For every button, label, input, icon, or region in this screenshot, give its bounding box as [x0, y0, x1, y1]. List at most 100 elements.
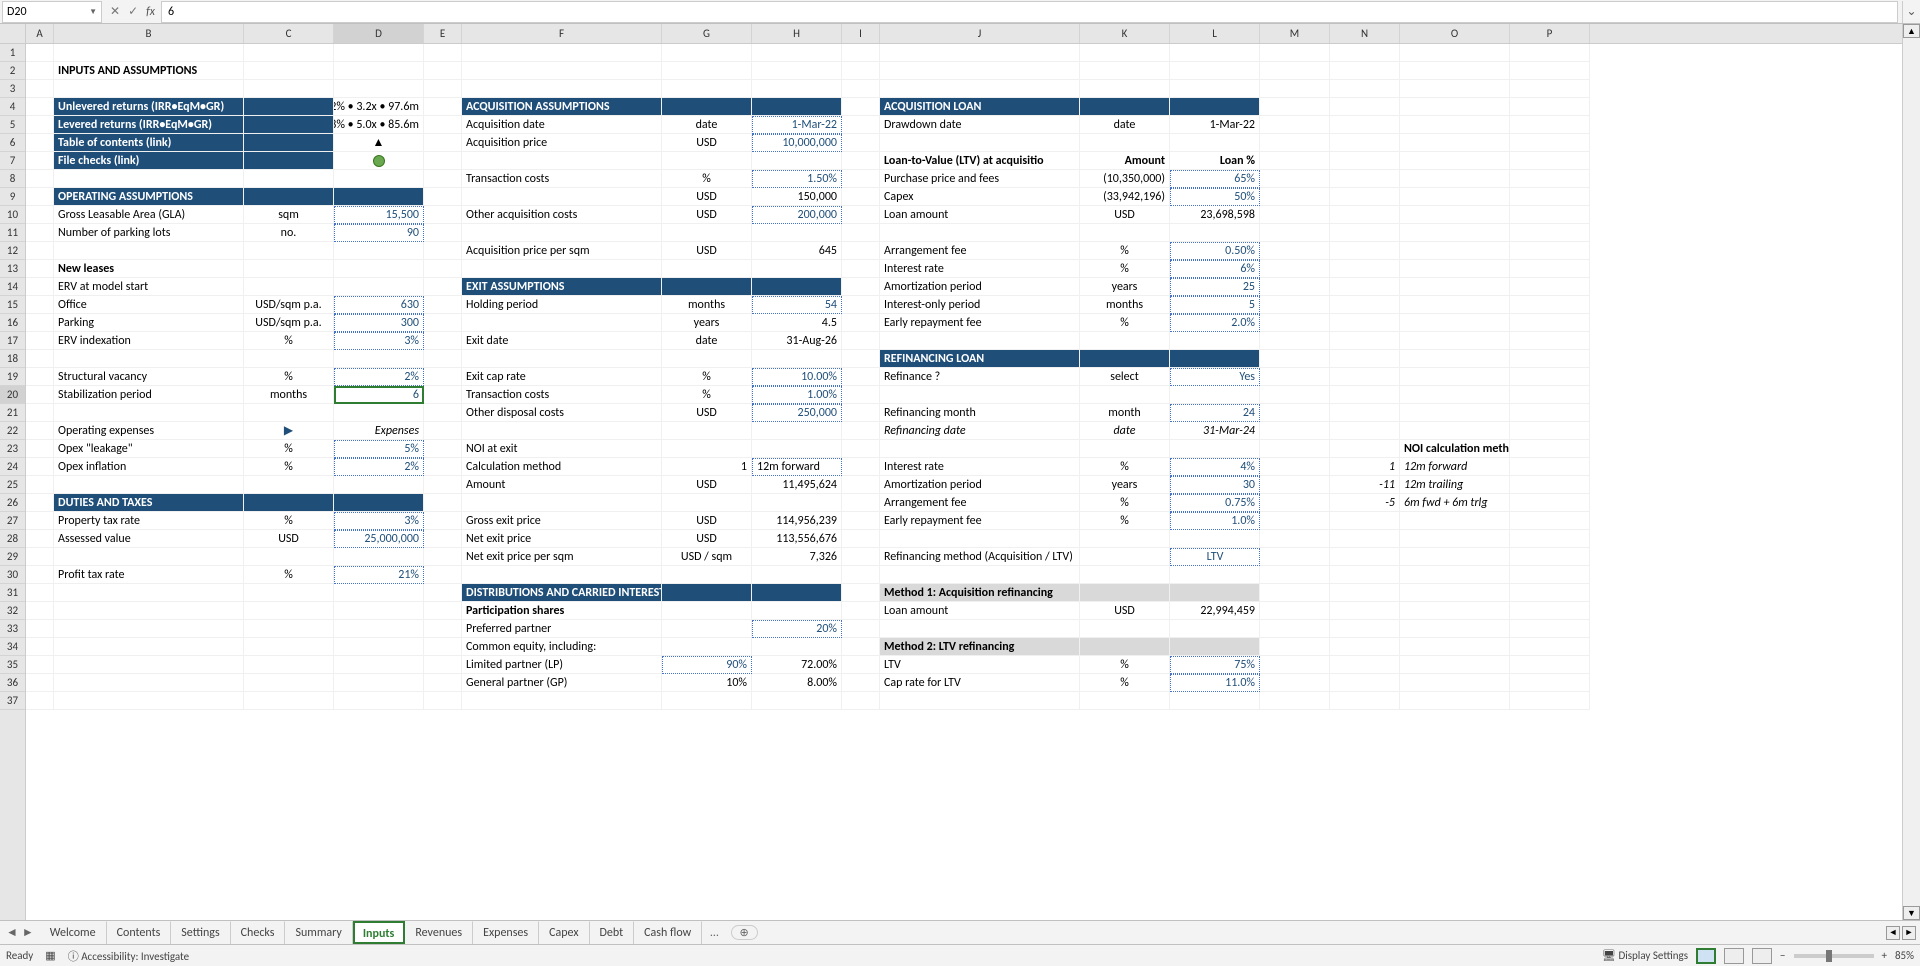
cell-E22[interactable] [424, 422, 462, 440]
cell-J7[interactable]: Loan-to-Value (LTV) at acquisitio [880, 152, 1080, 170]
cell-G34[interactable] [662, 638, 752, 656]
cell-C10[interactable]: sqm [244, 206, 334, 224]
tab-next-icon[interactable]: ► [22, 925, 34, 940]
cell-G4[interactable] [662, 98, 752, 116]
cell-M33[interactable] [1260, 620, 1330, 638]
cell-A13[interactable] [26, 260, 54, 278]
cell-D4[interactable]: 37.2% • 3.2x • 97.6m [334, 98, 424, 116]
view-page-layout-icon[interactable] [1724, 948, 1744, 964]
row-header-34[interactable]: 34 [0, 638, 25, 656]
cell-J6[interactable] [880, 134, 1080, 152]
cell-J22[interactable]: Refinancing date [880, 422, 1080, 440]
cell-E3[interactable] [424, 80, 462, 98]
cell-P17[interactable] [1510, 332, 1590, 350]
cell-I2[interactable] [842, 62, 880, 80]
cell-B15[interactable]: Office [54, 296, 244, 314]
cell-L34[interactable] [1170, 638, 1260, 656]
column-header-F[interactable]: F [462, 24, 662, 43]
cell-L26[interactable]: 0.75% [1170, 494, 1260, 512]
cell-L10[interactable]: 23,698,598 [1170, 206, 1260, 224]
cell-P18[interactable] [1510, 350, 1590, 368]
cell-M1[interactable] [1260, 44, 1330, 62]
sheet-tab-cash-flow[interactable]: Cash flow [634, 921, 702, 944]
cell-C23[interactable]: % [244, 440, 334, 458]
cell-J14[interactable]: Amortization period [880, 278, 1080, 296]
cell-I4[interactable] [842, 98, 880, 116]
cell-J33[interactable] [880, 620, 1080, 638]
cell-J2[interactable] [880, 62, 1080, 80]
cell-N36[interactable] [1330, 674, 1400, 692]
cell-K5[interactable]: date [1080, 116, 1170, 134]
cell-A28[interactable] [26, 530, 54, 548]
cell-H35[interactable]: 72.00% [752, 656, 842, 674]
cell-C5[interactable] [244, 116, 334, 134]
cell-K15[interactable]: months [1080, 296, 1170, 314]
cell-H5[interactable]: 1-Mar-22 [752, 116, 842, 134]
cell-D31[interactable] [334, 584, 424, 602]
cell-I20[interactable] [842, 386, 880, 404]
cell-P6[interactable] [1510, 134, 1590, 152]
cell-O33[interactable] [1400, 620, 1510, 638]
cell-M29[interactable] [1260, 548, 1330, 566]
cell-P14[interactable] [1510, 278, 1590, 296]
cell-I28[interactable] [842, 530, 880, 548]
cell-G12[interactable]: USD [662, 242, 752, 260]
formula-input[interactable]: 6 [161, 1, 1898, 23]
cell-B37[interactable] [54, 692, 244, 710]
cell-D19[interactable]: 2% [334, 368, 424, 386]
cell-O18[interactable] [1400, 350, 1510, 368]
cell-B23[interactable]: Opex "leakage" [54, 440, 244, 458]
fx-icon[interactable]: fx [146, 5, 155, 19]
cell-I18[interactable] [842, 350, 880, 368]
cell-F29[interactable]: Net exit price per sqm [462, 548, 662, 566]
row-header-24[interactable]: 24 [0, 458, 25, 476]
column-header-K[interactable]: K [1080, 24, 1170, 43]
cell-D23[interactable]: 5% [334, 440, 424, 458]
cell-G36[interactable]: 10% [662, 674, 752, 692]
cell-P4[interactable] [1510, 98, 1590, 116]
cell-C35[interactable] [244, 656, 334, 674]
cell-N26[interactable]: -5 [1330, 494, 1400, 512]
cell-G18[interactable] [662, 350, 752, 368]
cell-B7[interactable]: File checks (link) [54, 152, 244, 170]
cell-C13[interactable] [244, 260, 334, 278]
view-page-break-icon[interactable] [1752, 948, 1772, 964]
cell-D30[interactable]: 21% [334, 566, 424, 584]
cell-E25[interactable] [424, 476, 462, 494]
cell-C32[interactable] [244, 602, 334, 620]
cell-K20[interactable] [1080, 386, 1170, 404]
row-header-14[interactable]: 14 [0, 278, 25, 296]
row-header-16[interactable]: 16 [0, 314, 25, 332]
cell-F27[interactable]: Gross exit price [462, 512, 662, 530]
cell-F16[interactable] [462, 314, 662, 332]
cell-M34[interactable] [1260, 638, 1330, 656]
cell-O14[interactable] [1400, 278, 1510, 296]
cell-M8[interactable] [1260, 170, 1330, 188]
cell-J30[interactable] [880, 566, 1080, 584]
cell-A31[interactable] [26, 584, 54, 602]
cell-E29[interactable] [424, 548, 462, 566]
cell-L13[interactable]: 6% [1170, 260, 1260, 278]
cell-B8[interactable] [54, 170, 244, 188]
cell-I29[interactable] [842, 548, 880, 566]
sheet-tab-debt[interactable]: Debt [590, 921, 635, 944]
cell-A5[interactable] [26, 116, 54, 134]
cell-E26[interactable] [424, 494, 462, 512]
cell-L1[interactable] [1170, 44, 1260, 62]
cell-O5[interactable] [1400, 116, 1510, 134]
cell-O30[interactable] [1400, 566, 1510, 584]
cell-D14[interactable] [334, 278, 424, 296]
cell-M2[interactable] [1260, 62, 1330, 80]
cell-E7[interactable] [424, 152, 462, 170]
cell-A34[interactable] [26, 638, 54, 656]
cell-C15[interactable]: USD/sqm p.a. [244, 296, 334, 314]
cell-J11[interactable] [880, 224, 1080, 242]
cell-A16[interactable] [26, 314, 54, 332]
cell-F26[interactable] [462, 494, 662, 512]
zoom-out-icon[interactable]: − [1780, 949, 1785, 962]
cell-D29[interactable] [334, 548, 424, 566]
cell-H9[interactable]: 150,000 [752, 188, 842, 206]
cell-E18[interactable] [424, 350, 462, 368]
cell-L8[interactable]: 65% [1170, 170, 1260, 188]
cell-E10[interactable] [424, 206, 462, 224]
